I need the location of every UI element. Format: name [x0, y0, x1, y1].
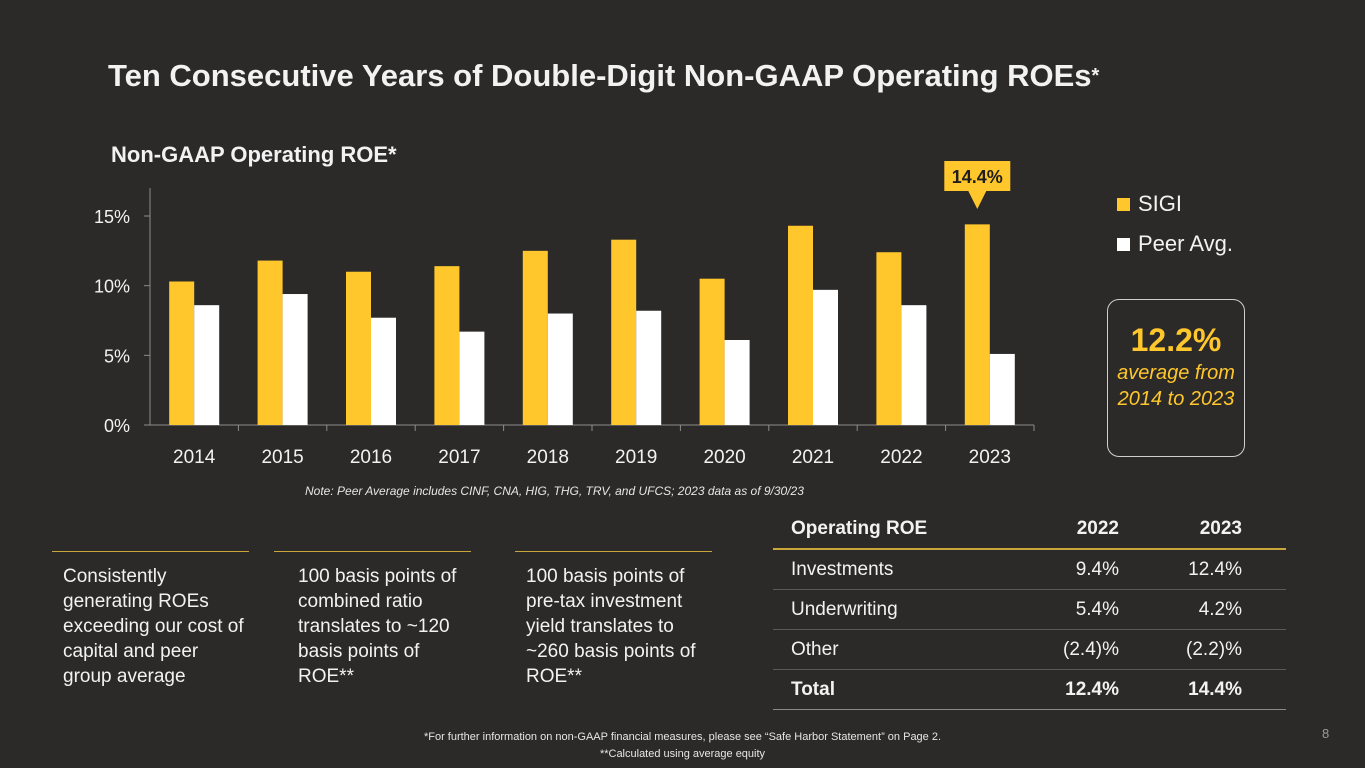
bar-sigi: [699, 278, 725, 425]
bullet-1-text: Consistently generating ROEs exceeding o…: [63, 566, 244, 687]
peer-note: Note: Peer Average includes CINF, CNA, H…: [305, 484, 804, 498]
table-row: Underwriting 5.4% 4.2%: [773, 589, 1286, 630]
bar-sigi: [876, 252, 902, 425]
x-tick-label: 2016: [350, 447, 392, 468]
table-cell: 12.4%: [1119, 549, 1286, 590]
bar-peer: [724, 340, 750, 425]
x-tick-label: 2021: [792, 447, 834, 468]
table-row: Other (2.4)% (2.2)%: [773, 629, 1286, 670]
table-header-2023: 2023: [1119, 510, 1286, 550]
bar-sigi: [964, 224, 990, 425]
footnote-non-gaap: *For further information on non-GAAP fin…: [423, 731, 942, 743]
annotation-label: 14.4%: [952, 167, 1003, 187]
bullet-2-text: 100 basis points of combined ratio trans…: [298, 566, 457, 687]
bar-peer: [901, 305, 927, 425]
table-header-2022: 2022: [1001, 510, 1119, 550]
y-tick-label: 15%: [94, 207, 130, 227]
bar-sigi: [522, 250, 548, 425]
y-tick-label: 0%: [104, 416, 130, 436]
table-cell: 14.4%: [1119, 669, 1286, 710]
table-header-metric: Operating ROE: [773, 510, 1001, 550]
bar-sigi: [346, 271, 371, 425]
bar-sigi: [788, 225, 813, 425]
table-cell: Underwriting: [773, 589, 1001, 630]
slide-title-text: Ten Consecutive Years of Double-Digit No…: [108, 58, 1092, 93]
table-cell: 12.4%: [1001, 669, 1119, 710]
table-cell: Total: [773, 669, 1001, 710]
legend-swatch-peer: [1117, 237, 1130, 251]
bar-peer: [813, 289, 838, 425]
x-tick-label: 2017: [438, 447, 480, 468]
table-header-row: Operating ROE 2022 2023: [773, 510, 1286, 550]
table-cell: (2.4)%: [1001, 629, 1119, 670]
y-tick-label: 5%: [104, 346, 130, 366]
bar-peer: [194, 305, 220, 425]
x-tick-label: 2019: [615, 447, 657, 468]
bar-sigi: [434, 266, 460, 425]
chart-legend: SIGI Peer Avg.: [1117, 184, 1233, 264]
bar-peer: [282, 294, 308, 425]
chart-title: Non-GAAP Operating ROE*: [111, 142, 397, 167]
table-cell: 4.2%: [1119, 589, 1286, 630]
x-tick-label: 2018: [527, 447, 569, 468]
roe-bar-chart: 0% 5% 10% 15% 2014 2015 2016 2017 2018 2019 2020 20…: [94, 161, 1035, 468]
bullet-2: 100 basis points of combined ratio trans…: [274, 551, 471, 689]
bar-peer: [459, 331, 485, 425]
table-cell: Other: [773, 629, 1001, 670]
table-cell: Investments: [773, 549, 1001, 590]
table-cell: 9.4%: [1001, 549, 1119, 590]
x-tick-label: 2020: [703, 447, 745, 468]
legend-label-peer: Peer Avg.: [1138, 231, 1233, 256]
footnote-average-equity: **Calculated using average equity: [599, 748, 766, 760]
average-callout: 12.2% average from 2014 to 2023: [1107, 299, 1245, 457]
bar-peer: [989, 353, 1015, 425]
legend-swatch-sigi: [1117, 197, 1130, 211]
bullet-3: 100 basis points of pre-tax investment y…: [515, 551, 712, 689]
x-tick-label: 2022: [880, 447, 922, 468]
y-tick-label: 10%: [94, 277, 130, 297]
bar-peer: [636, 310, 662, 425]
x-tick-label: 2015: [261, 447, 303, 468]
average-value: 12.2%: [1130, 322, 1222, 358]
annotation-callout-shape: [944, 161, 1011, 209]
table-cell: (2.2)%: [1119, 629, 1286, 670]
operating-roe-table: Operating ROE 2022 2023 Investments 9.4%…: [773, 510, 1286, 710]
legend-item-sigi: SIGI: [1117, 184, 1233, 224]
bar-peer: [547, 313, 573, 425]
x-tick-label: 2023: [969, 447, 1011, 468]
bar-sigi: [611, 239, 637, 425]
average-text: average from 2014 to 2023: [1117, 362, 1235, 410]
bar-sigi: [169, 281, 195, 425]
bullet-3-text: 100 basis points of pre-tax investment y…: [526, 566, 696, 687]
page-number: 8: [1322, 726, 1330, 741]
bar-peer: [371, 317, 396, 425]
bar-sigi: [257, 260, 283, 425]
table-cell: 5.4%: [1001, 589, 1119, 630]
x-tick-label: 2014: [173, 447, 216, 468]
slide-title-asterisk: *: [1091, 65, 1100, 87]
legend-item-peer: Peer Avg.: [1117, 224, 1233, 264]
table-row: Investments 9.4% 12.4%: [773, 549, 1286, 590]
slide-title: Ten Consecutive Years of Double-Digit No…: [108, 58, 1099, 94]
legend-label-sigi: SIGI: [1138, 191, 1183, 216]
table-row-total: Total 12.4% 14.4%: [773, 669, 1286, 710]
bullet-1: Consistently generating ROEs exceeding o…: [52, 551, 249, 689]
